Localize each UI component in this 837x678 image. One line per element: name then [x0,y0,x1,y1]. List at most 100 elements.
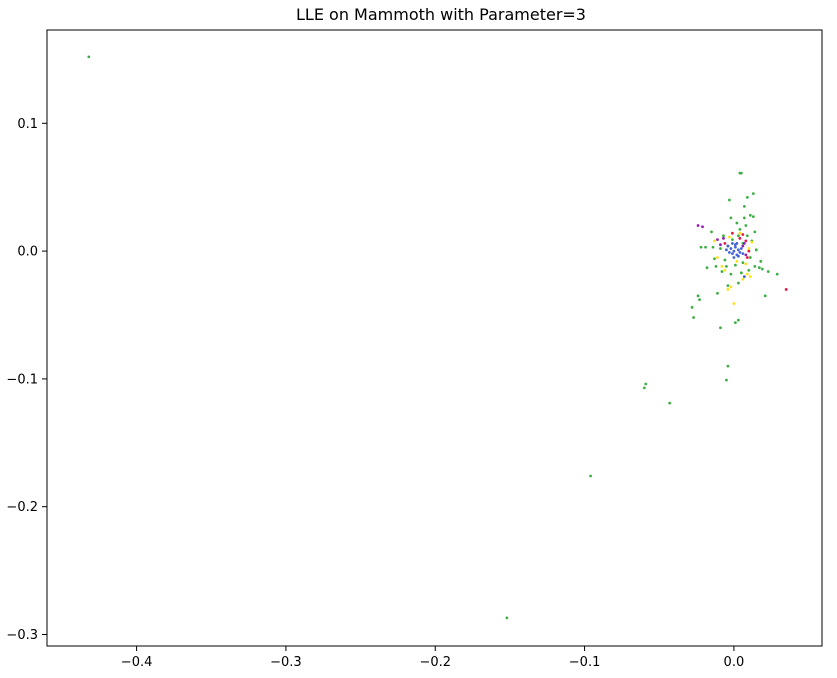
data-point [720,265,724,268]
x-tick-label: 0.0 [724,655,745,670]
data-point [716,256,719,259]
data-point [748,275,752,279]
x-tick-label: −0.1 [569,655,601,670]
data-point [699,245,703,249]
data-point [720,270,724,273]
data-point [725,265,728,268]
data-point [731,242,734,245]
data-point [713,239,716,243]
data-point [738,231,742,235]
data-point [716,238,719,241]
data-point [736,281,740,285]
data-point [766,270,770,273]
y-tick-label: 0.0 [17,245,38,260]
data-point [728,235,731,239]
data-point [719,243,722,247]
data-point [729,216,733,220]
data-point [757,266,761,270]
data-point [742,242,746,245]
data-point [589,474,592,478]
data-point [738,227,742,231]
data-point [733,321,737,325]
data-point [729,272,733,276]
data-point [722,234,725,238]
data-point [736,248,740,252]
data-point [723,258,727,262]
data-point [741,261,745,264]
data-point [784,288,788,291]
data-point [732,256,736,259]
data-point [719,326,722,330]
data-point [735,221,739,225]
data-point [745,234,749,238]
data-point [736,234,740,238]
x-axis: −0.4 −0.3 −0.2 −0.1 0.0 [121,646,744,670]
plot-frame [46,29,823,647]
data-point [741,233,745,236]
data-point [760,267,764,271]
data-point [745,256,749,259]
chart-title: LLE on Mammoth with Parameter=3 [296,5,586,24]
data-point [747,249,751,253]
data-point [731,252,734,256]
data-point [751,192,755,195]
data-point [722,236,725,240]
data-point [736,254,740,258]
x-tick-label: −0.3 [270,655,302,670]
data-point [668,401,672,405]
data-point [753,265,757,268]
data-point [733,263,737,267]
data-point [738,236,742,240]
data-point [739,247,743,250]
data-point [719,247,722,250]
data-point [716,291,719,295]
data-point [763,294,767,298]
data-point [701,225,704,229]
y-tick-label: −0.1 [6,372,38,387]
data-point [736,318,740,322]
data-point [735,242,739,245]
data-point [729,247,733,250]
data-point [733,245,737,249]
x-tick-label: −0.2 [419,655,451,670]
data-point [87,55,91,59]
data-point [742,275,746,279]
data-point [744,239,748,243]
data-point [741,252,745,256]
data-point [728,198,731,202]
data-point [705,266,709,270]
data-point [739,171,743,175]
data-point [726,244,730,248]
data-point [726,288,730,291]
data-point [744,253,748,257]
data-point [754,248,758,252]
data-point [745,196,749,199]
data-point [744,224,748,227]
data-point [775,272,779,276]
data-point [739,271,743,275]
data-point [744,262,748,266]
data-point [748,256,752,259]
data-point [644,382,648,386]
data-point [725,248,728,252]
data-point [731,231,734,235]
points-layer [87,55,788,620]
y-axis: −0.3 −0.2 −0.1 0.0 0.1 [6,117,47,643]
data-point [732,249,736,253]
data-point [753,230,757,234]
data-point [742,204,746,208]
data-point [714,265,718,268]
data-point [742,216,746,220]
data-point [723,268,727,272]
data-point [696,294,700,298]
data-point [725,378,728,382]
data-point [728,250,731,254]
x-tick-label: −0.4 [121,655,153,670]
data-point [726,364,730,368]
data-point [751,215,755,218]
y-tick-label: 0.1 [17,117,38,132]
data-point [710,230,713,234]
y-tick-label: −0.3 [6,628,38,643]
data-point [505,616,509,620]
